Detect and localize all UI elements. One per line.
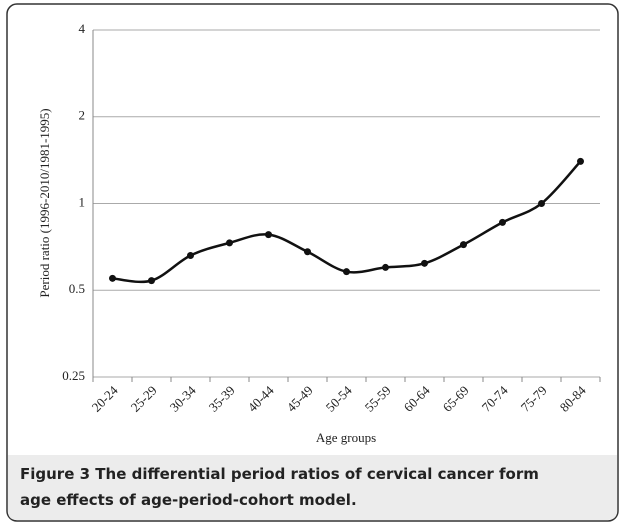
marker xyxy=(382,263,389,271)
marker xyxy=(148,277,155,285)
marker xyxy=(499,218,506,226)
marker xyxy=(343,268,350,276)
marker xyxy=(304,248,311,256)
figure-label: Figure 3 xyxy=(20,465,90,483)
marker xyxy=(226,239,233,247)
y-tick-label: 0.25 xyxy=(62,368,85,383)
marker xyxy=(187,252,194,260)
caption-line2: age effects of age-period-cohort model. xyxy=(20,491,357,509)
frame xyxy=(6,3,619,522)
x-axis-title: Age groups xyxy=(316,430,376,445)
y-tick-label: 2 xyxy=(79,108,86,123)
marker xyxy=(460,241,467,249)
caption-box xyxy=(8,455,617,520)
marker xyxy=(421,259,428,267)
y-tick-label: 0.5 xyxy=(69,281,85,296)
marker xyxy=(109,274,116,282)
y-tick-label: 4 xyxy=(79,21,86,36)
y-axis-title: Period ratio (1996-2010/1981-1995) xyxy=(37,108,52,297)
y-tick-label: 1 xyxy=(79,194,86,209)
caption-text: age effects of age-period-cohort model. xyxy=(20,491,357,509)
marker xyxy=(577,157,584,165)
marker xyxy=(538,200,545,207)
caption-text: The differential period ratios of cervic… xyxy=(95,465,539,483)
caption-line1: Figure 3 The differential period ratios … xyxy=(20,465,539,483)
marker xyxy=(265,231,272,239)
